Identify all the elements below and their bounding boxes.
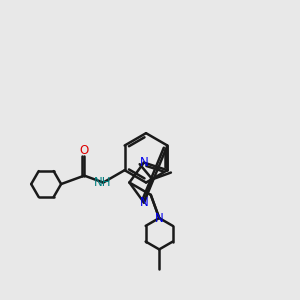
Text: NH: NH xyxy=(93,176,111,189)
Text: N: N xyxy=(140,196,148,209)
Text: O: O xyxy=(80,144,89,157)
Text: N: N xyxy=(155,212,164,225)
Text: N: N xyxy=(140,156,148,169)
